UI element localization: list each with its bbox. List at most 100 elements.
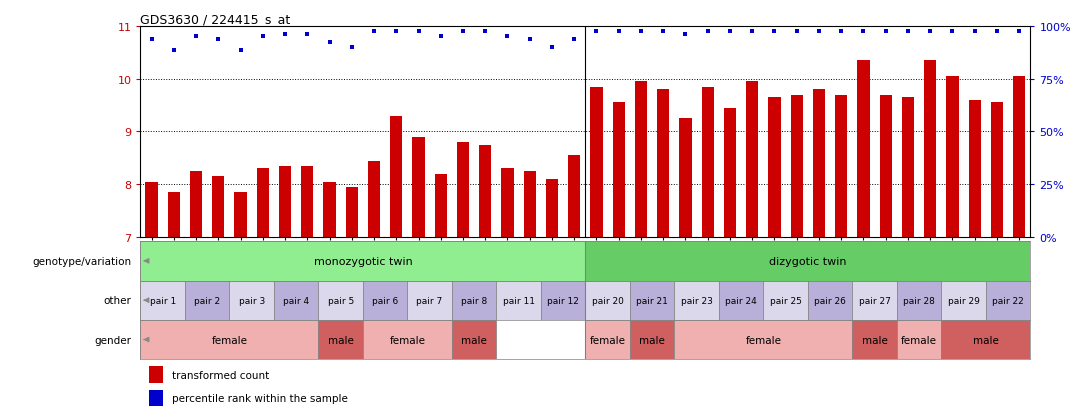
Bar [657, 90, 670, 237]
Bar [545, 180, 558, 237]
Bar [808, 281, 852, 320]
Bar [234, 193, 246, 237]
Bar [990, 103, 1003, 237]
Bar [363, 320, 451, 359]
Bar [585, 320, 630, 359]
Bar [451, 320, 497, 359]
Text: GDS3630 / 224415_s_at: GDS3630 / 224415_s_at [140, 13, 291, 26]
Text: male: male [327, 335, 353, 345]
Text: female: female [901, 335, 937, 345]
Text: pair 25: pair 25 [770, 296, 801, 305]
Text: female: female [745, 335, 781, 345]
Bar [768, 98, 781, 237]
Text: transformed count: transformed count [172, 370, 269, 380]
Text: pair 3: pair 3 [239, 296, 265, 305]
Bar [368, 161, 380, 237]
Bar [149, 390, 163, 406]
Text: dizygotic twin: dizygotic twin [769, 256, 847, 266]
Bar [969, 100, 981, 237]
Bar [323, 182, 336, 237]
Bar [585, 281, 630, 320]
Bar [140, 320, 319, 359]
Bar [390, 116, 403, 237]
Text: pair 24: pair 24 [726, 296, 757, 305]
Bar [541, 281, 585, 320]
Text: pair 2: pair 2 [194, 296, 220, 305]
Text: pair 20: pair 20 [592, 296, 623, 305]
Bar [568, 156, 580, 237]
Text: genotype/variation: genotype/variation [32, 256, 132, 266]
Text: pair 11: pair 11 [502, 296, 535, 305]
Text: female: female [590, 335, 625, 345]
Text: pair 27: pair 27 [859, 296, 891, 305]
Text: male: male [973, 335, 999, 345]
Bar [363, 281, 407, 320]
Bar [413, 138, 424, 237]
Text: pair 22: pair 22 [993, 296, 1024, 305]
Bar [407, 281, 451, 320]
Bar [346, 188, 357, 237]
Bar [674, 281, 719, 320]
Bar [986, 281, 1030, 320]
Bar [942, 281, 986, 320]
Text: pair 8: pair 8 [461, 296, 487, 305]
Bar [190, 172, 202, 237]
Bar [813, 90, 825, 237]
Text: female: female [390, 335, 426, 345]
Text: male: male [862, 335, 888, 345]
Bar [852, 320, 896, 359]
Bar [501, 169, 514, 237]
Bar [674, 320, 852, 359]
Bar [719, 281, 764, 320]
Bar [724, 109, 737, 237]
Bar [630, 320, 674, 359]
Bar [924, 61, 936, 237]
Bar [791, 95, 802, 237]
Bar [858, 61, 869, 237]
Bar [702, 88, 714, 237]
Bar [497, 281, 541, 320]
Bar [140, 242, 585, 281]
Bar [279, 166, 292, 237]
Bar [879, 95, 892, 237]
Bar [167, 193, 180, 237]
Bar [301, 166, 313, 237]
Bar [1013, 77, 1025, 237]
Bar [942, 320, 1030, 359]
Bar [140, 281, 185, 320]
Bar [896, 281, 942, 320]
Text: gender: gender [95, 335, 132, 345]
Text: monozygotic twin: monozygotic twin [313, 256, 413, 266]
Bar [229, 281, 274, 320]
Text: male: male [461, 335, 487, 345]
Bar [852, 281, 896, 320]
Text: pair 7: pair 7 [417, 296, 443, 305]
Bar [149, 366, 163, 383]
Text: pair 5: pair 5 [327, 296, 354, 305]
Text: pair 6: pair 6 [372, 296, 399, 305]
Bar [835, 95, 848, 237]
Bar [946, 77, 959, 237]
Bar [679, 119, 691, 237]
Bar [612, 103, 625, 237]
Bar [896, 320, 942, 359]
Bar [457, 142, 469, 237]
Text: male: male [639, 335, 665, 345]
Bar [591, 88, 603, 237]
Bar [274, 281, 319, 320]
Bar [319, 320, 363, 359]
Text: pair 29: pair 29 [947, 296, 980, 305]
Text: pair 28: pair 28 [903, 296, 935, 305]
Bar [146, 182, 158, 237]
Text: pair 21: pair 21 [636, 296, 669, 305]
Bar [764, 281, 808, 320]
Bar [524, 172, 536, 237]
Bar [902, 98, 914, 237]
Bar [185, 281, 229, 320]
Bar [257, 169, 269, 237]
Text: pair 1: pair 1 [149, 296, 176, 305]
Bar [480, 145, 491, 237]
Text: female: female [212, 335, 247, 345]
Bar [585, 242, 1030, 281]
Text: percentile rank within the sample: percentile rank within the sample [172, 394, 348, 404]
